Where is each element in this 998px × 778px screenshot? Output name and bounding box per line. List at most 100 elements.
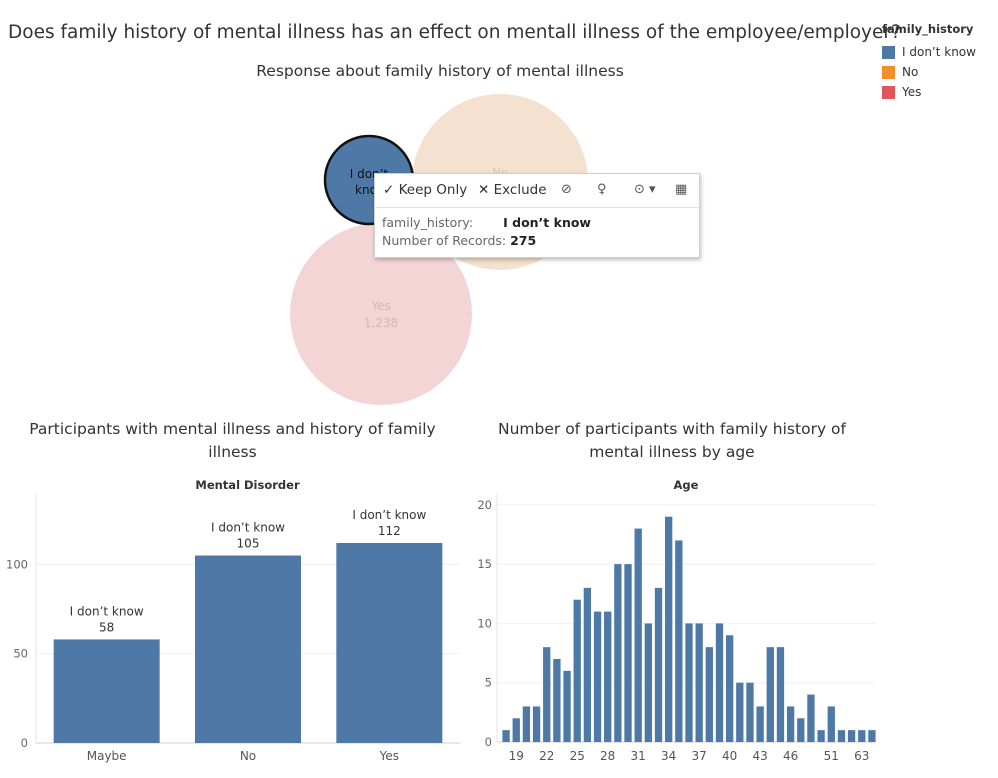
tooltip-field-label: family_history: xyxy=(382,215,474,230)
bar[interactable] xyxy=(573,599,581,742)
x-tick-label: Maybe xyxy=(87,749,127,763)
bar[interactable] xyxy=(776,647,785,742)
bar[interactable] xyxy=(695,623,703,742)
dashboard-title: Does family history of mental illness ha… xyxy=(8,22,901,43)
tooltip-row-field: family_history: I don’t know xyxy=(382,215,591,230)
y-tick-label: 0 xyxy=(21,736,28,750)
y-tick-label: 0 xyxy=(485,735,492,749)
data-label-series: I don’t know xyxy=(70,604,144,618)
y-tick-label: 15 xyxy=(477,557,492,571)
age-chart-title: Number of participants with family histo… xyxy=(498,420,846,461)
x-tick-label: 46 xyxy=(783,749,798,763)
legend-swatch xyxy=(882,45,895,59)
x-tick-label: 31 xyxy=(631,749,646,763)
age-axis-label: Age xyxy=(673,478,699,492)
lightbulb-icon[interactable]: ♀ xyxy=(597,182,607,197)
bar[interactable] xyxy=(725,635,734,742)
data-label-value: 105 xyxy=(237,537,260,551)
y-tick-label: 5 xyxy=(485,676,492,690)
bar[interactable] xyxy=(512,718,520,742)
keep-only-button[interactable]: ✓ Keep Only xyxy=(383,182,467,198)
view-data-icon[interactable]: ▦ xyxy=(675,182,688,197)
legend-swatch xyxy=(882,85,895,99)
bar[interactable] xyxy=(817,730,825,742)
bar[interactable] xyxy=(736,682,744,742)
bar[interactable] xyxy=(195,555,301,744)
bar[interactable] xyxy=(624,564,632,742)
x-tick-label: 28 xyxy=(600,749,615,763)
legend-label: No xyxy=(902,65,919,79)
paperclip-icon[interactable]: ⊘ xyxy=(561,182,572,197)
bar[interactable] xyxy=(868,730,876,742)
tooltip-records-value: 275 xyxy=(510,233,537,248)
bar[interactable] xyxy=(807,694,815,742)
x-tick-label: 43 xyxy=(752,749,767,763)
bar[interactable] xyxy=(766,647,774,742)
tooltip-toolbar: ✓ Keep Only ✕ Exclude ⊘ ♀ ⊙ ▾ ▦ xyxy=(375,174,699,208)
tooltip-field-value: I don’t know xyxy=(503,215,591,230)
x-tick-label: 37 xyxy=(692,749,707,763)
bar[interactable] xyxy=(654,587,663,742)
exclude-label: Exclude xyxy=(493,182,547,198)
data-label-value: 112 xyxy=(378,524,401,538)
exclude-button[interactable]: ✕ Exclude xyxy=(478,182,547,198)
bar[interactable] xyxy=(644,623,653,742)
legend-item-yes[interactable]: Yes xyxy=(882,82,976,102)
y-tick-label: 50 xyxy=(13,647,28,661)
bar[interactable] xyxy=(797,718,805,742)
mental-disorder-chart-title: Participants with mental illness and his… xyxy=(29,420,436,461)
bar[interactable] xyxy=(746,682,754,742)
legend-item-dont-know[interactable]: I don’t know xyxy=(882,42,976,62)
bar[interactable] xyxy=(583,587,592,742)
mental-disorder-axis-label: Mental Disorder xyxy=(195,478,300,492)
bar[interactable] xyxy=(593,611,602,742)
check-icon: ✓ xyxy=(383,182,395,198)
y-tick-label: 20 xyxy=(477,498,492,512)
bar[interactable] xyxy=(685,623,693,742)
bar[interactable] xyxy=(827,706,835,742)
x-icon: ✕ xyxy=(478,182,490,198)
bar[interactable] xyxy=(604,611,612,742)
x-tick-label: 51 xyxy=(824,749,839,763)
tooltip: ✓ Keep Only ✕ Exclude ⊘ ♀ ⊙ ▾ ▦ family_h… xyxy=(374,173,700,258)
bar[interactable] xyxy=(336,543,443,743)
bar[interactable] xyxy=(847,730,856,742)
bar[interactable] xyxy=(614,564,622,742)
bar[interactable] xyxy=(705,647,713,742)
bar[interactable] xyxy=(522,706,531,742)
x-tick-label: Yes xyxy=(379,749,399,763)
x-tick-label: 22 xyxy=(539,749,554,763)
bar[interactable] xyxy=(634,528,642,742)
bar[interactable] xyxy=(53,639,160,743)
bar[interactable] xyxy=(837,730,846,742)
x-tick-label: 40 xyxy=(722,749,737,763)
y-tick-label: 10 xyxy=(477,616,492,630)
bar[interactable] xyxy=(675,540,683,742)
bar[interactable] xyxy=(756,706,764,742)
bar[interactable] xyxy=(786,706,795,742)
bar[interactable] xyxy=(665,516,673,742)
bar[interactable] xyxy=(543,647,551,742)
bar[interactable] xyxy=(858,730,866,742)
legend-label: I don’t know xyxy=(902,45,976,59)
bar[interactable] xyxy=(715,623,724,742)
legend-item-no[interactable]: No xyxy=(882,62,976,82)
color-legend: family_history I don’t know No Yes xyxy=(882,22,976,102)
keep-only-label: Keep Only xyxy=(398,182,468,198)
legend-swatch xyxy=(882,65,895,79)
bar[interactable] xyxy=(563,670,571,742)
x-tick-label: 25 xyxy=(570,749,585,763)
legend-label: Yes xyxy=(902,85,922,99)
tooltip-records-label: Number of Records: xyxy=(382,233,507,248)
x-tick-label: 34 xyxy=(661,749,676,763)
data-label-value: 58 xyxy=(99,620,114,634)
bar[interactable] xyxy=(502,730,510,742)
x-tick-label: No xyxy=(240,749,256,763)
bar[interactable] xyxy=(532,706,541,742)
legend-title: family_history xyxy=(882,22,974,36)
bar[interactable] xyxy=(553,659,561,742)
link-dropdown-icon[interactable]: ⊙ ▾ xyxy=(634,182,656,197)
data-label-series: I don’t know xyxy=(352,508,426,522)
